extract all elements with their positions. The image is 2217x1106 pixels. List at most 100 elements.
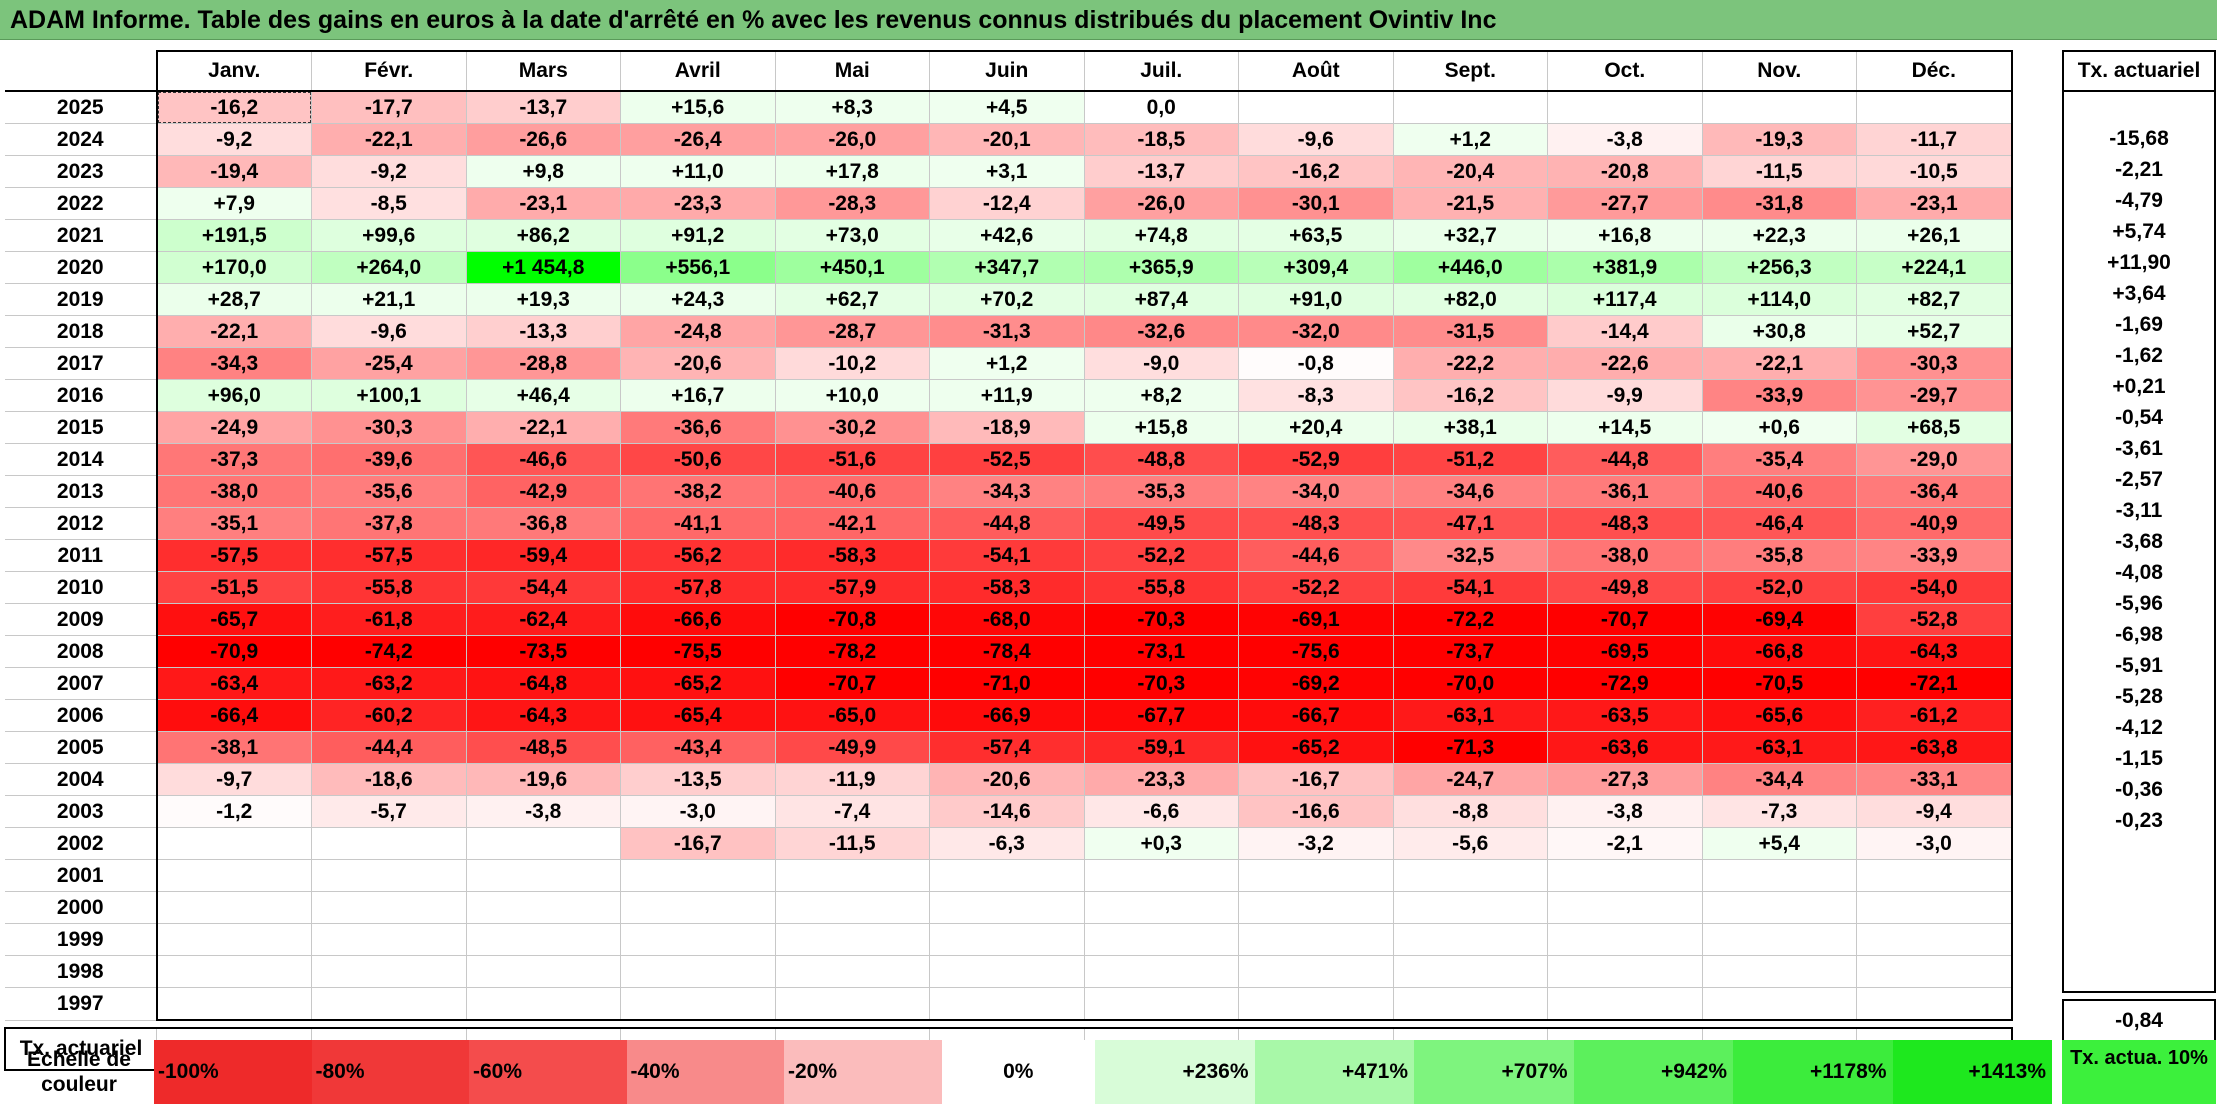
actuarial-value: -2,57: [2062, 464, 2216, 495]
value-cell: -9,6: [1238, 123, 1393, 156]
value-cell: -57,5: [155, 539, 312, 572]
value-cell: -48,8: [1083, 443, 1239, 476]
scale-swatch: +471%: [1254, 1040, 1414, 1104]
value-cell: [929, 891, 1084, 924]
actuarial-value: -3,11: [2062, 495, 2216, 526]
year-label: 2003: [5, 795, 157, 828]
month-header: Juil.: [1083, 50, 1239, 92]
year-label: 2009: [5, 603, 157, 636]
value-cell: -69,5: [1547, 635, 1702, 668]
year-row: 2013 -38,0 -35,6 -42,9 -38,2 -40,6 -34,3 -35,3-…: [5, 475, 2013, 508]
value-cell: +87,4: [1083, 283, 1239, 316]
value-cell: +11,0: [620, 155, 775, 188]
actuarial-value: -5,91: [2062, 650, 2216, 681]
year-row: 2015 -24,9 -30,3 -22,1 -36,6 -30,2 -18,9 +15,8 +…: [5, 411, 2013, 444]
year-row: 1998: [5, 955, 2013, 988]
value-cell: -70,3: [1083, 667, 1239, 700]
value-cell: [1856, 91, 2013, 124]
year-label: 1998: [5, 955, 157, 988]
actuarial-value: -6,98: [2062, 619, 2216, 650]
value-cell: -24,7: [1392, 763, 1548, 796]
side-header-row: Tx. actuariel: [2062, 50, 2216, 92]
value-cell: -52,8: [1856, 603, 2013, 636]
value-cell: -48,3: [1547, 507, 1702, 540]
year-row: 2002 -16,7 -11,5 -6,3 +0,3 -3,2 -5,6 -2,1 +5,4 -3…: [5, 827, 2013, 860]
actuarial-value: -5,28: [2062, 681, 2216, 712]
side-row: -5,96: [2062, 588, 2216, 619]
year-row: 1997: [5, 987, 2013, 1021]
value-cell: [311, 827, 466, 860]
actuarial-value: [2062, 867, 2216, 898]
value-cell: -57,5: [311, 539, 466, 572]
actuarial-value: +11,90: [2062, 247, 2216, 278]
side-row: -2,21: [2062, 154, 2216, 185]
value-cell: -8,3: [1238, 379, 1393, 412]
value-cell: -34,3: [929, 475, 1084, 508]
value-cell: -26,0: [774, 123, 930, 156]
value-cell: [155, 923, 312, 956]
value-cell: -55,8: [311, 571, 466, 604]
color-scale: Echelle de couleur -100% -80% -60% -40% -20% 0…: [4, 1040, 2052, 1104]
value-cell: -0,8: [1238, 347, 1393, 380]
actuarial-value: -1,69: [2062, 309, 2216, 340]
actuarial-value: [2062, 898, 2216, 929]
value-cell: [1856, 923, 2013, 956]
side-row: -3,61: [2062, 433, 2216, 464]
value-cell: -35,8: [1701, 539, 1857, 572]
value-cell: -54,4: [465, 571, 621, 604]
value-cell: -71,0: [929, 667, 1084, 700]
value-cell: -10,2: [774, 347, 930, 380]
value-cell: +16,7: [620, 379, 775, 412]
value-cell: -30,1: [1238, 187, 1393, 220]
value-cell: -38,0: [1547, 539, 1702, 572]
side-header: Tx. actuariel: [2062, 50, 2216, 92]
actuarial-value: -4,08: [2062, 557, 2216, 588]
value-cell: -72,9: [1547, 667, 1702, 700]
year-label: 2004: [5, 763, 157, 796]
value-cell: +0,3: [1083, 827, 1239, 860]
value-cell: [1238, 987, 1393, 1021]
value-cell: -3,8: [1547, 795, 1702, 828]
scale-swatch: -20%: [784, 1040, 942, 1104]
value-cell: -22,1: [465, 411, 621, 444]
year-label: 2023: [5, 155, 157, 188]
value-cell: -6,3: [929, 827, 1084, 860]
actuarial-value: -4,79: [2062, 185, 2216, 216]
value-cell: -30,3: [311, 411, 466, 444]
value-cell: -64,8: [465, 667, 621, 700]
value-cell: -38,1: [155, 731, 312, 764]
side-row: -0,36: [2062, 774, 2216, 805]
value-cell: -48,3: [1238, 507, 1393, 540]
value-cell: -30,3: [1856, 347, 2013, 380]
value-cell: +9,8: [465, 155, 621, 188]
value-cell: -70,8: [774, 603, 930, 636]
value-cell: -70,3: [1083, 603, 1239, 636]
value-cell: +70,2: [929, 283, 1084, 316]
value-cell: -24,8: [620, 315, 775, 348]
value-cell: [774, 859, 930, 892]
value-cell: [465, 955, 621, 988]
month-header-row: Janv. Févr. Mars Avril Mai Juin Juil. Août Sept.…: [5, 50, 2013, 92]
year-label: 2017: [5, 347, 157, 380]
value-cell: -37,3: [155, 443, 312, 476]
value-cell: +82,7: [1856, 283, 2013, 316]
value-cell: +8,2: [1083, 379, 1239, 412]
value-cell: -78,4: [929, 635, 1084, 668]
value-cell: +22,3: [1701, 219, 1857, 252]
side-row: +0,21: [2062, 371, 2216, 402]
scale-swatch: 0%: [941, 1040, 1095, 1104]
value-cell: -20,1: [929, 123, 1084, 156]
value-cell: -40,6: [1701, 475, 1857, 508]
value-cell: -13,5: [620, 763, 775, 796]
value-cell: +86,2: [465, 219, 621, 252]
value-cell: [1547, 987, 1702, 1021]
value-cell: +30,8: [1701, 315, 1857, 348]
value-cell: +100,1: [311, 379, 466, 412]
value-cell: +19,3: [465, 283, 621, 316]
value-cell: -47,1: [1392, 507, 1548, 540]
value-cell: +38,1: [1392, 411, 1548, 444]
value-cell: -22,1: [1701, 347, 1857, 380]
scale-swatch: +1413%: [1892, 1040, 2052, 1104]
value-cell: -54,1: [1392, 571, 1548, 604]
side-row: -4,79: [2062, 185, 2216, 216]
